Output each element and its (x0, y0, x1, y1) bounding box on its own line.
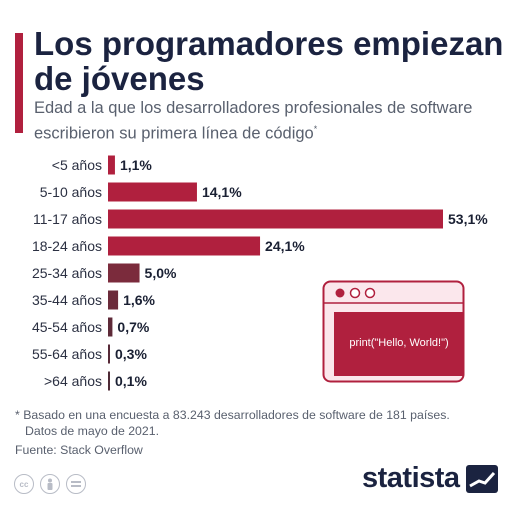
category-label: 55-64 años (32, 346, 102, 362)
brand-name: statista (362, 462, 460, 494)
value-label: 24,1% (265, 238, 305, 254)
statista-logo[interactable]: statista (362, 462, 498, 495)
category-label: 25-34 años (32, 265, 102, 281)
statista-logo-icon (465, 464, 498, 493)
subtitle-footnote-marker: * (313, 124, 318, 134)
bar (108, 263, 140, 283)
bar (108, 182, 197, 202)
category-label: 45-54 años (32, 319, 102, 335)
code-window-illustration (322, 280, 465, 383)
attribution-icon[interactable] (40, 474, 60, 494)
value-label: 0,3% (115, 346, 147, 362)
value-label: 53,1% (448, 211, 488, 227)
cc-icon[interactable]: cc (14, 474, 34, 494)
chart-subtitle: Edad a la que los desarrolladores profes… (34, 98, 504, 145)
bar (108, 155, 115, 175)
page-title: Los programadores empiezan de jóvenes (34, 25, 504, 97)
footnote: * Basado en una encuesta a 83.243 desarr… (15, 407, 505, 439)
category-label: <5 años (52, 157, 102, 173)
category-label: 35-44 años (32, 292, 102, 308)
category-label: 5-10 años (40, 184, 102, 200)
value-label: 1,6% (123, 292, 155, 308)
category-label: 11-17 años (33, 211, 102, 227)
window-dot-icon (349, 287, 361, 299)
no-derivatives-icon[interactable] (66, 474, 86, 494)
code-snippet: print("Hello, World!") (349, 337, 449, 349)
value-label: 0,1% (115, 373, 147, 389)
category-label: 18-24 años (32, 238, 102, 254)
category-label: >64 años (44, 373, 102, 389)
bar (108, 371, 110, 391)
source-note: Fuente: Stack Overflow (15, 443, 143, 457)
window-dot-icon (364, 287, 376, 299)
bar (108, 209, 443, 229)
subtitle-text: Edad a la que los desarrolladores profes… (34, 99, 473, 143)
window-dot-icon (335, 288, 345, 298)
footnote-line: * Basado en una encuesta a 83.243 desarr… (15, 408, 450, 422)
value-label: 0,7% (117, 319, 149, 335)
bar (108, 236, 261, 256)
footnote-line: Datos de mayo de 2021. (25, 424, 159, 438)
license-icons: cc (14, 474, 86, 494)
value-label: 1,1% (120, 157, 152, 173)
bar (108, 344, 110, 364)
bar (108, 317, 113, 337)
value-label: 5,0% (145, 265, 177, 281)
value-label: 14,1% (202, 184, 242, 200)
bar-chart: <5 años 1,1% 5-10 años 14,1% 11-17 años 53,1%… (32, 155, 488, 391)
bar (108, 290, 119, 310)
title-accent-bar (15, 33, 23, 133)
